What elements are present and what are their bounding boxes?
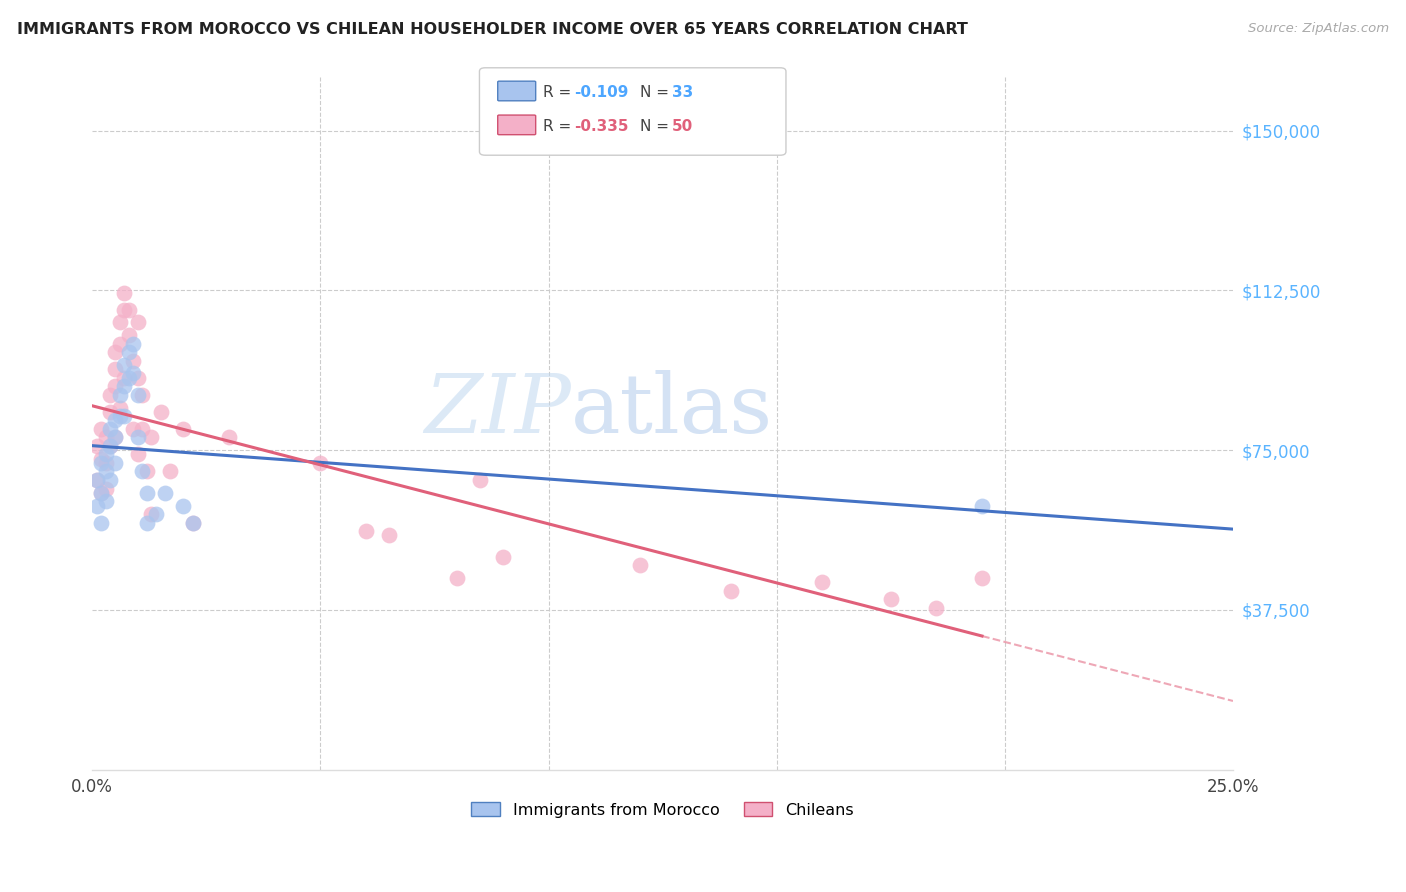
Point <box>122 353 145 368</box>
Text: -0.335: -0.335 <box>574 119 628 134</box>
Point <box>100 405 122 419</box>
Point <box>112 302 135 317</box>
Point <box>970 571 993 585</box>
Point <box>104 345 127 359</box>
Point <box>104 430 127 444</box>
Point <box>118 345 141 359</box>
Point <box>172 422 194 436</box>
Text: atlas: atlas <box>571 369 773 450</box>
Point <box>309 456 332 470</box>
Point <box>172 499 194 513</box>
Text: R =: R = <box>543 85 576 100</box>
Point <box>131 422 153 436</box>
Point <box>925 600 948 615</box>
Point <box>90 516 112 530</box>
Text: R =: R = <box>543 119 576 134</box>
Point <box>100 422 122 436</box>
Point <box>122 422 145 436</box>
Point <box>880 592 903 607</box>
Point <box>104 413 127 427</box>
Point <box>90 422 112 436</box>
Point <box>90 485 112 500</box>
Point <box>104 430 127 444</box>
Point <box>131 465 153 479</box>
Point <box>218 430 240 444</box>
Point <box>122 336 145 351</box>
Point <box>354 524 377 538</box>
Point <box>104 456 127 470</box>
Text: N =: N = <box>640 85 673 100</box>
Point <box>112 358 135 372</box>
Text: 50: 50 <box>672 119 693 134</box>
Point <box>90 456 112 470</box>
Point <box>720 583 742 598</box>
Point <box>145 507 167 521</box>
Point <box>104 379 127 393</box>
Point <box>136 516 159 530</box>
Point <box>90 451 112 466</box>
Point <box>94 494 117 508</box>
Point <box>100 388 122 402</box>
Text: -0.109: -0.109 <box>574 85 628 100</box>
Point <box>94 465 117 479</box>
Point <box>112 285 135 300</box>
Point <box>108 401 131 415</box>
Point <box>100 439 122 453</box>
Point <box>446 571 468 585</box>
Point <box>104 362 127 376</box>
Point <box>118 328 141 343</box>
Point <box>127 388 149 402</box>
Point <box>100 473 122 487</box>
Point <box>181 516 204 530</box>
Point <box>122 367 145 381</box>
Point <box>94 456 117 470</box>
Point <box>108 315 131 329</box>
Point <box>90 485 112 500</box>
Point <box>86 473 108 487</box>
Point <box>86 499 108 513</box>
Point <box>108 336 131 351</box>
Text: ZIP: ZIP <box>425 369 571 450</box>
Point <box>136 485 159 500</box>
Point <box>136 465 159 479</box>
Point <box>86 473 108 487</box>
Point <box>108 409 131 423</box>
Point <box>628 558 651 573</box>
Point <box>94 430 117 444</box>
Point <box>127 430 149 444</box>
Legend: Immigrants from Morocco, Chileans: Immigrants from Morocco, Chileans <box>465 796 860 824</box>
Point <box>159 465 181 479</box>
Point <box>153 485 176 500</box>
Point <box>86 439 108 453</box>
Point <box>112 379 135 393</box>
Point <box>94 482 117 496</box>
Point <box>100 439 122 453</box>
Point <box>112 370 135 384</box>
Point <box>149 405 172 419</box>
Point <box>127 447 149 461</box>
Point <box>118 370 141 384</box>
Point <box>378 528 401 542</box>
Text: IMMIGRANTS FROM MOROCCO VS CHILEAN HOUSEHOLDER INCOME OVER 65 YEARS CORRELATION : IMMIGRANTS FROM MOROCCO VS CHILEAN HOUSE… <box>17 22 967 37</box>
Point <box>141 430 163 444</box>
Point <box>112 409 135 423</box>
Point <box>131 388 153 402</box>
Point <box>108 388 131 402</box>
Point <box>127 315 149 329</box>
Text: 33: 33 <box>672 85 693 100</box>
Text: N =: N = <box>640 119 673 134</box>
Point <box>181 516 204 530</box>
Point <box>468 473 491 487</box>
Text: Source: ZipAtlas.com: Source: ZipAtlas.com <box>1249 22 1389 36</box>
Point <box>94 447 117 461</box>
Point <box>127 370 149 384</box>
Point <box>811 575 834 590</box>
Point <box>492 549 515 564</box>
Point <box>118 302 141 317</box>
Point <box>141 507 163 521</box>
Point <box>970 499 993 513</box>
